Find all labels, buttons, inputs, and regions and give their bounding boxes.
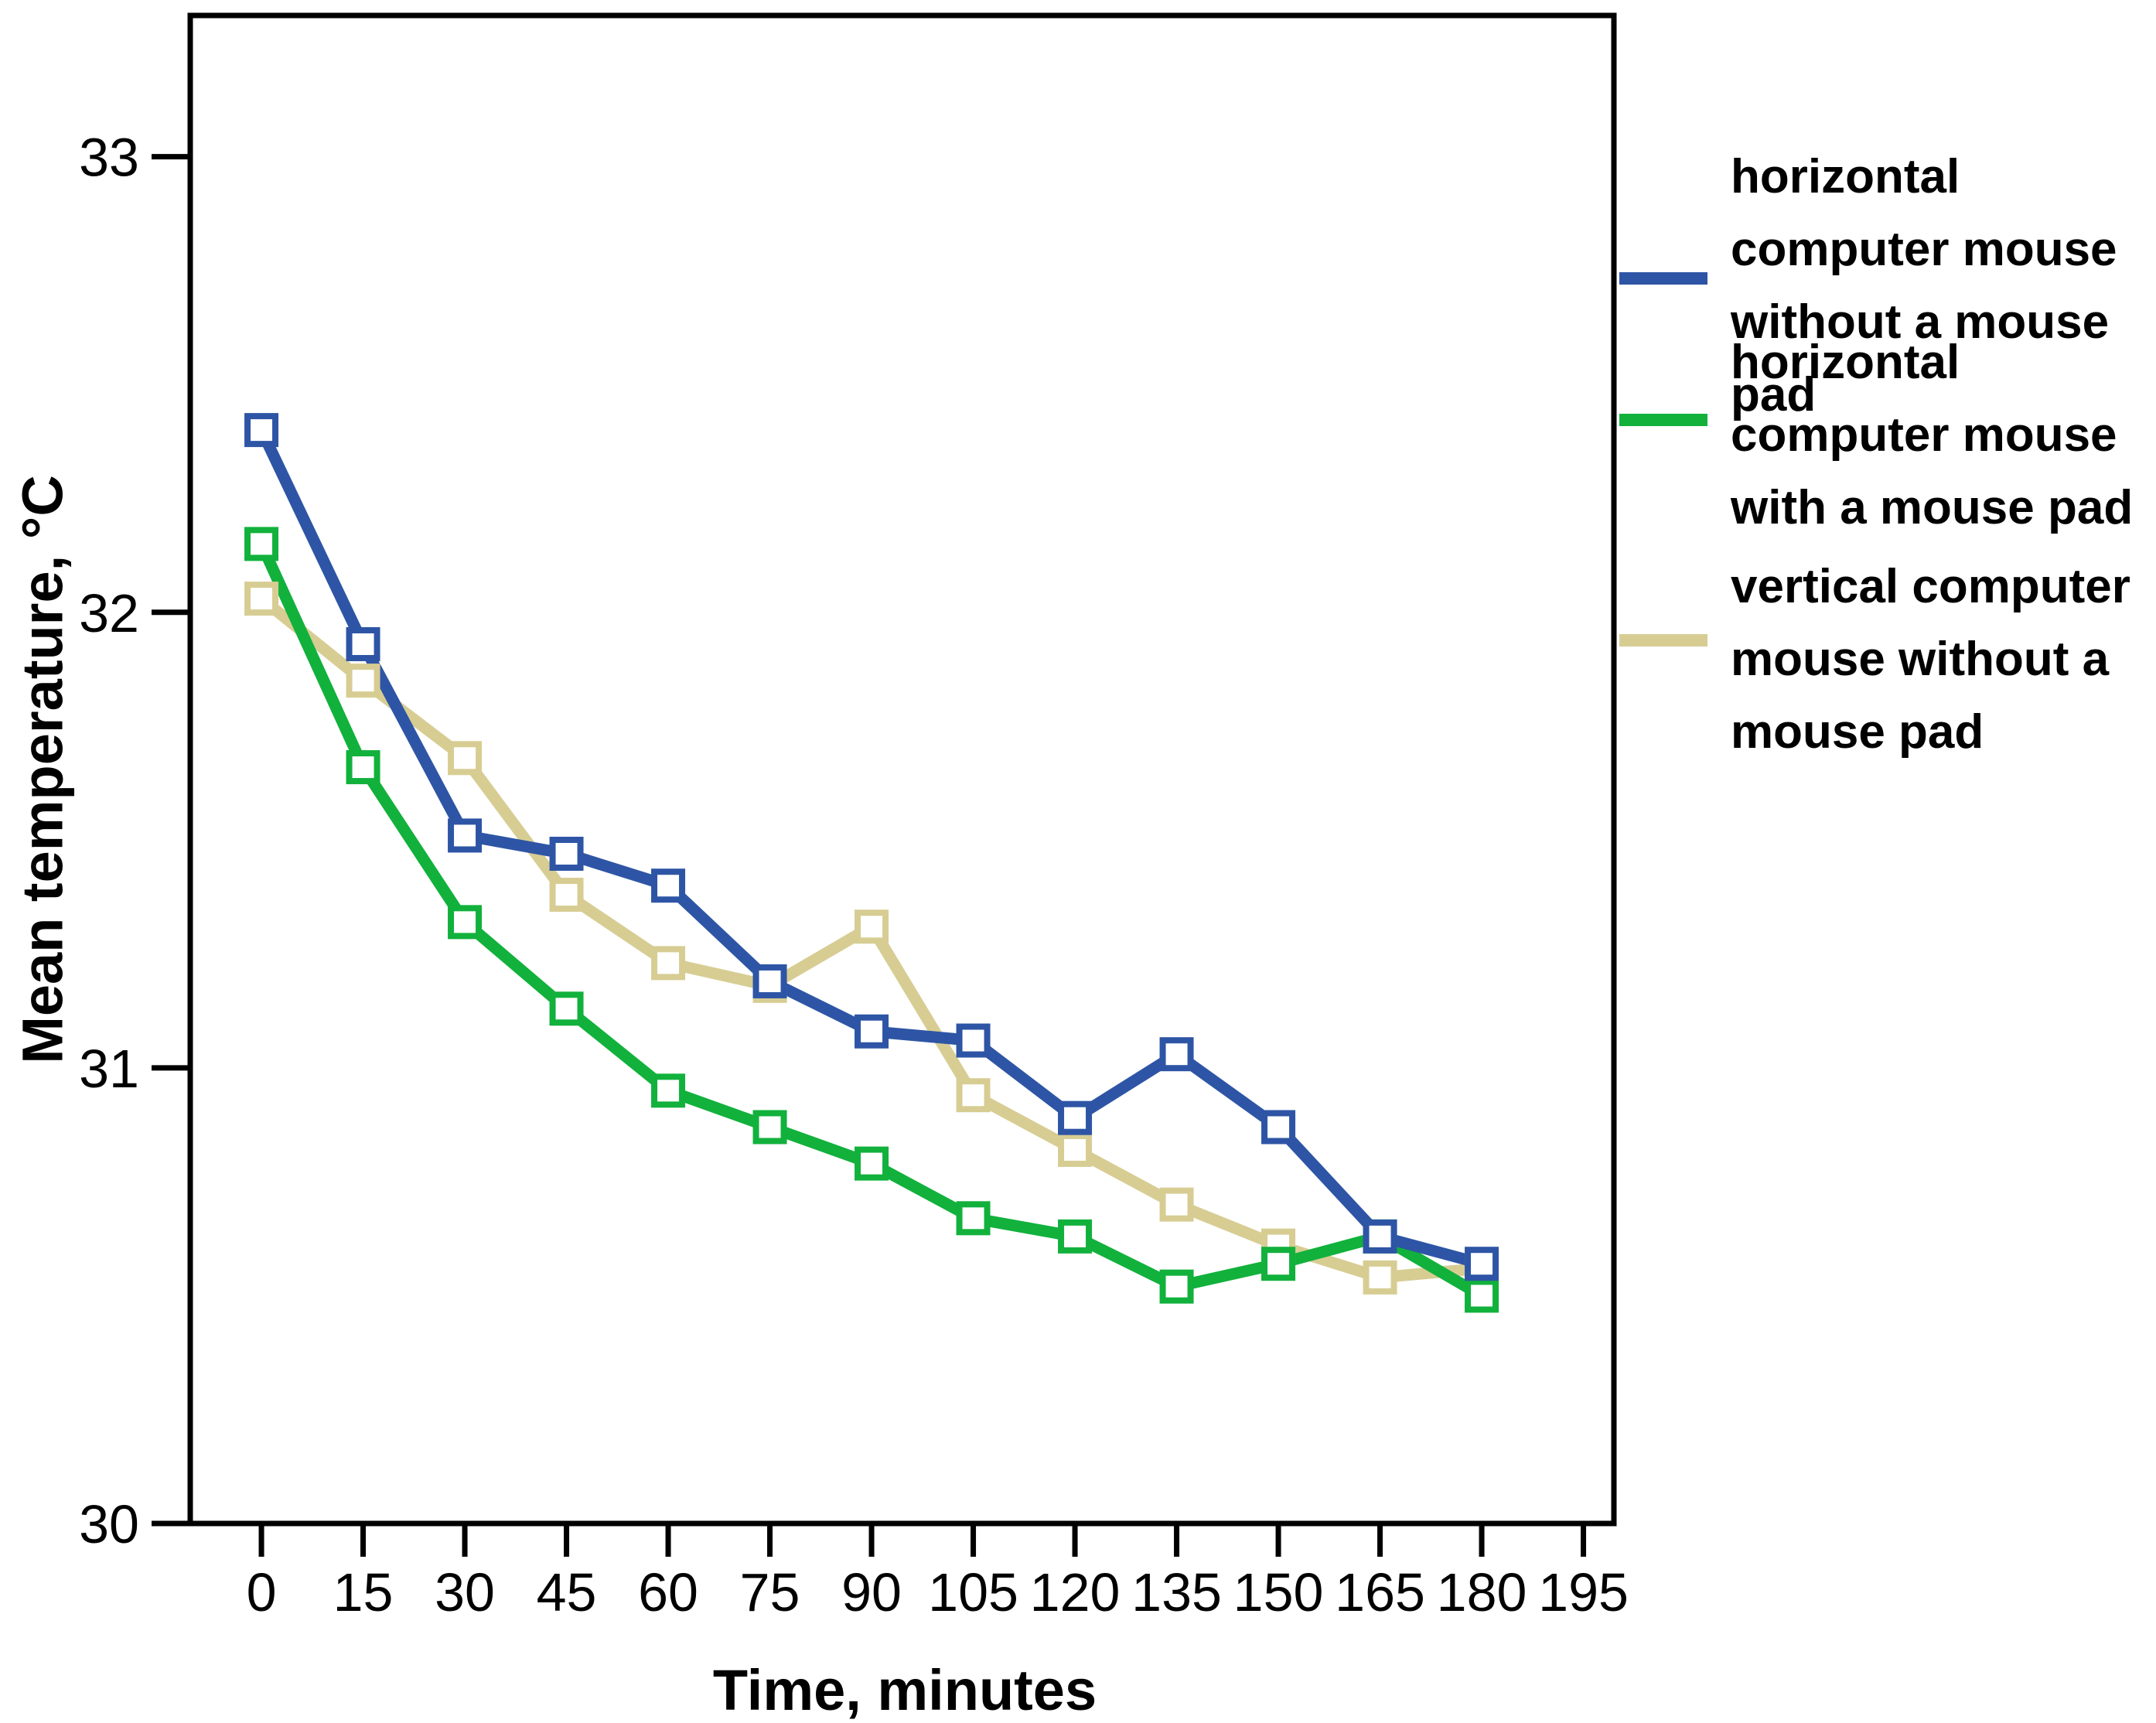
series-marker-horizontal-mouse-with-pad xyxy=(1159,1269,1194,1304)
x-tick-label: 120 xyxy=(1030,1562,1121,1622)
x-tick-label: 135 xyxy=(1131,1562,1222,1622)
x-tick-label: 105 xyxy=(928,1562,1018,1622)
series-marker-horizontal-mouse-without-pad xyxy=(752,964,787,998)
y-tick-label: 33 xyxy=(79,128,139,188)
series-layer xyxy=(244,413,1499,1313)
x-tick-label: 45 xyxy=(537,1562,597,1622)
series-marker-vertical-mouse-without-pad xyxy=(1363,1260,1397,1295)
series-marker-horizontal-mouse-with-pad xyxy=(244,527,279,561)
legend-label-horizontal-mouse-without-pad: horizontal computer mouse without a mous… xyxy=(1731,150,2117,421)
x-tick-label: 90 xyxy=(841,1562,902,1622)
y-tick-label: 30 xyxy=(79,1494,139,1554)
series-marker-horizontal-mouse-without-pad xyxy=(651,868,686,903)
series-marker-horizontal-mouse-without-pad xyxy=(1465,1247,1499,1281)
series-marker-vertical-mouse-without-pad xyxy=(1058,1132,1093,1167)
series-marker-horizontal-mouse-with-pad xyxy=(346,750,380,785)
series-marker-horizontal-mouse-without-pad xyxy=(1261,1110,1296,1145)
x-tick-label: 180 xyxy=(1437,1562,1527,1622)
series-marker-horizontal-mouse-without-pad xyxy=(1058,1100,1093,1135)
y-tick-label: 31 xyxy=(79,1039,139,1099)
x-tick-label: 165 xyxy=(1335,1562,1425,1622)
series-marker-vertical-mouse-without-pad xyxy=(346,664,380,698)
series-marker-horizontal-mouse-with-pad xyxy=(1465,1278,1499,1313)
series-marker-horizontal-mouse-with-pad xyxy=(448,905,483,940)
series-marker-horizontal-mouse-without-pad xyxy=(1363,1219,1397,1254)
series-marker-vertical-mouse-without-pad xyxy=(651,946,686,981)
x-tick-label: 150 xyxy=(1233,1562,1324,1622)
legend-swatch-horizontal-mouse-without-pad xyxy=(1619,272,1707,285)
series-marker-vertical-mouse-without-pad xyxy=(244,582,279,616)
series-marker-horizontal-mouse-without-pad xyxy=(244,413,279,448)
x-tick-label: 15 xyxy=(333,1562,394,1622)
series-marker-horizontal-mouse-without-pad xyxy=(855,1014,889,1049)
y-tick-label: 32 xyxy=(79,583,139,643)
legend-label-horizontal-mouse-with-pad: horizontal computer mouse with a mouse p… xyxy=(1731,336,2134,534)
series-marker-horizontal-mouse-with-pad xyxy=(855,1146,889,1181)
series-marker-horizontal-mouse-without-pad xyxy=(549,836,584,871)
series-marker-vertical-mouse-without-pad xyxy=(549,878,584,913)
series-marker-horizontal-mouse-with-pad xyxy=(651,1073,686,1108)
series-marker-vertical-mouse-without-pad xyxy=(855,909,889,944)
x-tick-label: 195 xyxy=(1538,1562,1629,1622)
series-marker-horizontal-mouse-with-pad xyxy=(956,1201,991,1236)
series-marker-horizontal-mouse-with-pad xyxy=(549,991,584,1026)
series-marker-vertical-mouse-without-pad xyxy=(956,1078,991,1113)
x-tick-label: 0 xyxy=(247,1562,277,1622)
plot-frame xyxy=(187,12,1617,1527)
axis-ticks: 0 15 30 45 60 75 90 105 120 135 150 165 180 195 30 31 32… xyxy=(79,128,1629,1622)
series-marker-horizontal-mouse-without-pad xyxy=(1159,1037,1194,1072)
series-marker-horizontal-mouse-with-pad xyxy=(1058,1219,1093,1254)
series-marker-horizontal-mouse-without-pad xyxy=(956,1023,991,1058)
legend-swatch-vertical-mouse-without-pad xyxy=(1619,634,1707,647)
x-tick-label: 75 xyxy=(740,1562,800,1622)
x-axis-title: Time, minutes xyxy=(712,1658,1097,1722)
legend-label-vertical-mouse-without-pad: vertical computer mouse without a mouse … xyxy=(1731,560,2130,759)
series-marker-vertical-mouse-without-pad xyxy=(448,741,483,776)
legend-swatch-horizontal-mouse-with-pad xyxy=(1619,414,1707,426)
series-marker-horizontal-mouse-with-pad xyxy=(1261,1247,1296,1281)
series-marker-horizontal-mouse-with-pad xyxy=(752,1110,787,1145)
x-tick-label: 60 xyxy=(638,1562,698,1622)
x-tick-label: 30 xyxy=(435,1562,495,1622)
series-marker-vertical-mouse-without-pad xyxy=(1159,1187,1194,1222)
series-marker-horizontal-mouse-without-pad xyxy=(448,818,483,853)
series-marker-horizontal-mouse-without-pad xyxy=(346,626,380,661)
